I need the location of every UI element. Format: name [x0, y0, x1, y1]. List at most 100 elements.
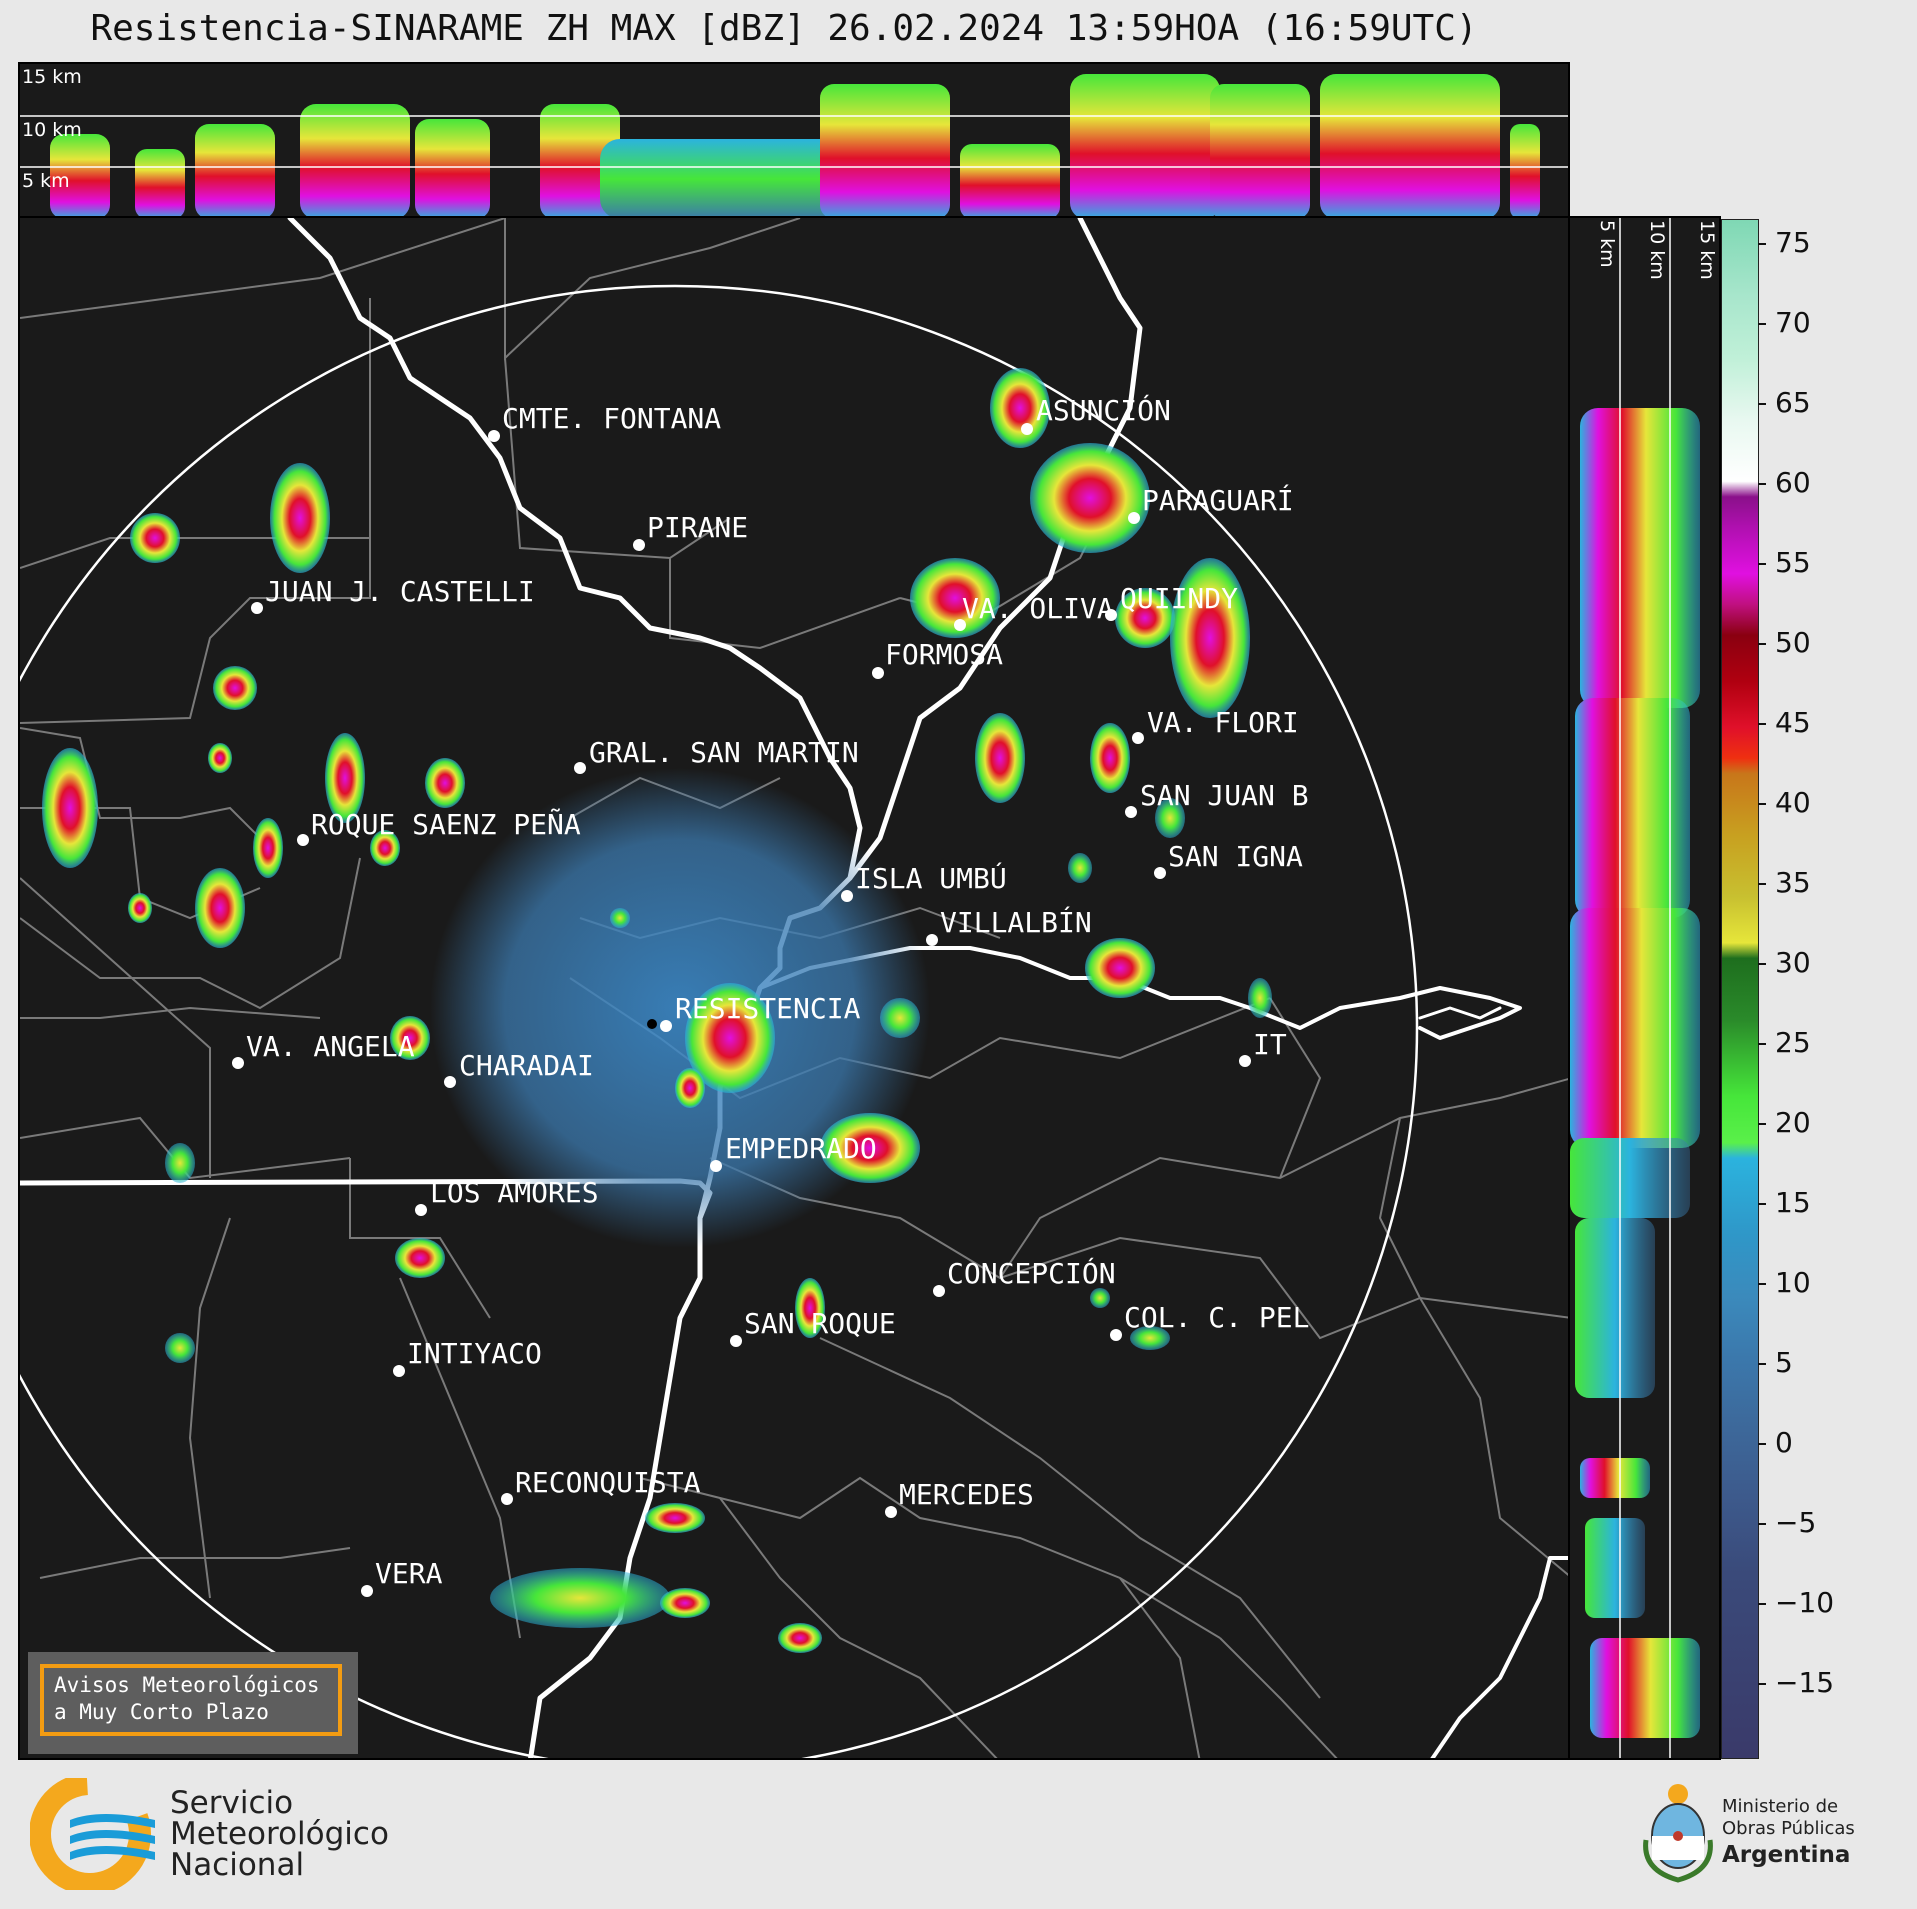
map-title: Resistencia-SINARAME ZH MAX [dBZ] 26.02.…	[90, 8, 1478, 49]
colorbar-tick: 5	[1758, 1346, 1793, 1379]
city-label: FORMOSA	[885, 638, 1003, 671]
radar-map: CMTE. FONTANA ASUNCIÓN PARAGUARÍ PIRANE …	[18, 216, 1570, 1760]
colorbar-tick: 50	[1758, 626, 1811, 659]
colorbar-tick: −15	[1757, 1666, 1835, 1699]
city-label: VERA	[375, 1557, 443, 1590]
colorbar-tick: 15	[1758, 1186, 1811, 1219]
alerts-line-1: Avisos Meteorológicos	[54, 1673, 320, 1697]
colorbar-tick: 0	[1758, 1426, 1793, 1459]
colorbar-tick-label: 70	[1775, 306, 1811, 339]
city-label: QUIINDY	[1120, 582, 1238, 615]
city-label: RECONQUISTA	[515, 1466, 701, 1499]
colorbar-tick-label: 45	[1775, 706, 1811, 739]
colorbar-tick-label: 35	[1775, 866, 1811, 899]
ministry-line-3: Argentina	[1722, 1842, 1851, 1868]
city-label: LOS AMORES	[430, 1176, 599, 1209]
city-label: PIRANE	[647, 511, 748, 544]
dbz-colorbar	[1721, 219, 1759, 1759]
colorbar-tick-label: 10	[1775, 1266, 1811, 1299]
radar-map-canvas: CMTE. FONTANA ASUNCIÓN PARAGUARÍ PIRANE …	[20, 218, 1568, 1758]
city-label: SAN IGNA	[1168, 840, 1303, 873]
city-label: ASUNCIÓN	[1036, 393, 1171, 427]
city-label: VA. OLIVA	[962, 592, 1114, 625]
colorbar-tick-label: 40	[1775, 786, 1811, 819]
city-label: CMTE. FONTANA	[502, 402, 721, 435]
colorbar-tick: −10	[1757, 1586, 1835, 1619]
city-label: PARAGUARÍ	[1142, 483, 1294, 517]
city-label: COL. C. PEL	[1124, 1301, 1309, 1334]
alerts-link-frame[interactable]: Avisos Meteorológicos a Muy Corto Plazo	[40, 1664, 342, 1736]
city-label: JUAN J. CASTELLI	[265, 575, 535, 608]
colorbar-tick: 70	[1758, 306, 1811, 339]
colorbar-tick: 40	[1758, 786, 1811, 819]
city-label: VA. ANGELA	[246, 1030, 415, 1063]
smn-name-line-1: Servicio	[170, 1785, 294, 1821]
colorbar-tick-label: 5	[1775, 1346, 1793, 1379]
colorbar-tick: 10	[1758, 1266, 1811, 1299]
city-label: SAN ROQUE	[744, 1307, 896, 1340]
colorbar-tick-label: 50	[1775, 626, 1811, 659]
smn-logo-icon	[30, 1778, 155, 1890]
city-markers	[232, 423, 1251, 1597]
precipitation-cells	[42, 368, 1272, 1653]
colorbar-tick: 30	[1758, 946, 1811, 979]
argentina-coat-of-arms-icon	[1643, 1784, 1713, 1883]
city-label: ROQUE SAENZ PEÑA	[311, 807, 581, 841]
city-label: MERCEDES	[899, 1478, 1034, 1511]
colorbar-tick: 45	[1758, 706, 1811, 739]
colorbar-tick-label: 60	[1775, 466, 1811, 499]
ministry-name: Ministerio de Obras Públicas Argentina	[1722, 1796, 1855, 1870]
clutter-field	[430, 768, 930, 1248]
ministry-line-2: Obras Públicas	[1722, 1818, 1855, 1839]
colorbar-tick-label: 20	[1775, 1106, 1811, 1139]
smn-name-line-3: Nacional	[170, 1847, 305, 1883]
radar-site-marker	[647, 1019, 657, 1029]
city-label: VA. FLORI	[1147, 706, 1299, 739]
colorbar-tick: 60	[1758, 466, 1811, 499]
ministry-line-1: Ministerio de	[1722, 1796, 1839, 1817]
city-label: CONCEPCIÓN	[947, 1256, 1116, 1290]
alerts-link-box[interactable]: Avisos Meteorológicos a Muy Corto Plazo	[28, 1652, 358, 1754]
radar-range-ring	[20, 284, 1419, 1758]
city-label: IT	[1253, 1028, 1287, 1061]
colorbar-tick: 25	[1758, 1026, 1811, 1059]
colorbar-tick-label: 75	[1775, 226, 1811, 259]
top-altitude-label-10km: 10 km	[22, 119, 82, 141]
city-label: SAN JUAN B	[1140, 779, 1309, 812]
colorbar-tick-label: −15	[1775, 1666, 1835, 1699]
smn-name: Servicio Meteorológico Nacional	[170, 1788, 389, 1881]
colorbar-tick-label: 25	[1775, 1026, 1811, 1059]
smn-name-line-2: Meteorológico	[170, 1816, 389, 1852]
top-cross-section-echoes	[20, 74, 1568, 217]
colorbar-tick: 75	[1758, 226, 1811, 259]
city-label: ISLA UMBÚ	[855, 861, 1007, 895]
side-altitude-label-10km: 10 km	[1646, 220, 1668, 280]
city-label: VILLALBÍN	[940, 905, 1092, 939]
top-altitude-label-5km: 5 km	[22, 170, 70, 192]
alerts-line-2: a Muy Corto Plazo	[54, 1700, 269, 1724]
colorbar-tick: 35	[1758, 866, 1811, 899]
top-cross-section-panel: 15 km 10 km 5 km	[18, 62, 1570, 219]
colorbar-tick-label: 15	[1775, 1186, 1811, 1219]
city-label: GRAL. SAN MARTIN	[589, 736, 859, 769]
colorbar-tick-label: 0	[1775, 1426, 1793, 1459]
colorbar-tick-label: 65	[1775, 386, 1811, 419]
city-label: EMPEDRADO	[725, 1132, 877, 1165]
colorbar-tick-label: −5	[1775, 1506, 1817, 1539]
colorbar-tick: 20	[1758, 1106, 1811, 1139]
side-cross-section-echoes	[1570, 218, 1700, 1758]
city-label: CHARADAI	[459, 1049, 594, 1082]
colorbar-tick: 65	[1758, 386, 1811, 419]
colorbar-tick-label: 55	[1775, 546, 1811, 579]
colorbar-tick-label: −10	[1775, 1586, 1835, 1619]
city-label: RESISTENCIA	[675, 992, 861, 1025]
top-altitude-label-15km: 15 km	[22, 66, 82, 88]
side-altitude-label-15km: 15 km	[1696, 220, 1718, 280]
colorbar-tick-label: 30	[1775, 946, 1811, 979]
side-cross-section-panel: 5 km 10 km 15 km	[1568, 216, 1721, 1760]
city-label: INTIYACO	[407, 1337, 542, 1370]
colorbar-tick: −5	[1757, 1506, 1817, 1539]
side-altitude-label-5km: 5 km	[1596, 220, 1618, 268]
city-labels: CMTE. FONTANA ASUNCIÓN PARAGUARÍ PIRANE …	[246, 393, 1309, 1590]
colorbar-tick: 55	[1758, 546, 1811, 579]
